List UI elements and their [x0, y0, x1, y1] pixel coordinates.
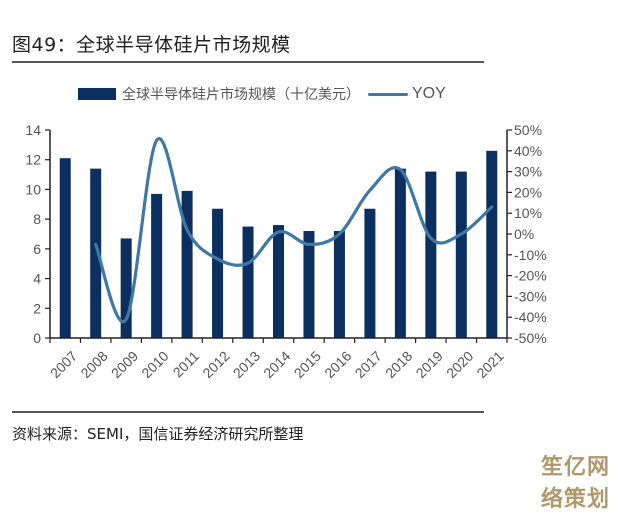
x-tick-label: 2010 [138, 348, 171, 381]
bar-2012 [212, 209, 223, 338]
left-tick-label: 8 [33, 211, 41, 227]
left-tick-label: 4 [33, 271, 41, 287]
x-tick-label: 2007 [47, 348, 80, 381]
left-tick-label: 2 [33, 300, 41, 316]
x-tick-label: 2020 [443, 348, 476, 381]
right-tick-label: -40% [514, 309, 547, 325]
source-divider [12, 411, 484, 413]
bar-series [60, 151, 498, 338]
bar-2016 [334, 231, 345, 338]
right-tick-label: 20% [514, 184, 542, 200]
bar-2014 [273, 225, 284, 338]
x-tick-label: 2019 [413, 348, 446, 381]
left-tick-label: 12 [25, 152, 41, 168]
right-tick-label: 0% [514, 226, 534, 242]
x-tick-label: 2011 [170, 348, 203, 381]
bar-2015 [303, 231, 314, 338]
bar-2018 [395, 169, 406, 338]
x-tick-label: 2013 [230, 348, 263, 381]
bar-2007 [60, 158, 71, 338]
bar-2010 [151, 194, 162, 338]
right-tick-label: -30% [514, 288, 547, 304]
left-tick-label: 10 [25, 181, 41, 197]
x-tick-label: 2012 [199, 348, 232, 381]
x-tick-label: 2018 [382, 348, 415, 381]
left-tick-label: 0 [33, 330, 41, 346]
right-tick-label: 50% [514, 122, 542, 138]
chart-canvas: 0 2 4 6 8 10 12 14 -50% -40% -30% -20% -10% 0% 10% 20% 3… [0, 0, 625, 410]
x-tick-label: 2009 [108, 348, 141, 381]
x-tick-label: 2015 [291, 348, 324, 381]
bar-2013 [243, 227, 254, 338]
right-tick-label: 30% [514, 164, 542, 180]
x-tick-label: 2021 [473, 348, 506, 381]
right-tick-label: 10% [514, 205, 542, 221]
bar-2020 [456, 172, 467, 338]
x-tick-label: 2008 [77, 348, 110, 381]
watermark: 笙亿网络策划 [541, 449, 625, 513]
axes: 0 2 4 6 8 10 12 14 -50% -40% -30% -20% -10% 0% 10% 20% 3… [25, 122, 546, 381]
source-note: 资料来源：SEMI，国信证券经济研究所整理 [12, 423, 303, 444]
bar-2017 [364, 209, 375, 338]
right-tick-label: -50% [514, 330, 547, 346]
bar-2021 [486, 151, 497, 338]
bar-2011 [182, 191, 193, 338]
left-tick-label: 6 [33, 241, 41, 257]
right-tick-label: -20% [514, 268, 547, 284]
right-tick-label: -10% [514, 247, 547, 263]
x-tick-label: 2014 [260, 348, 293, 381]
left-tick-label: 14 [25, 122, 41, 138]
x-tick-label: 2017 [352, 348, 385, 381]
x-tick-label: 2016 [321, 348, 354, 381]
bar-2019 [425, 172, 436, 338]
right-tick-label: 40% [514, 143, 542, 159]
